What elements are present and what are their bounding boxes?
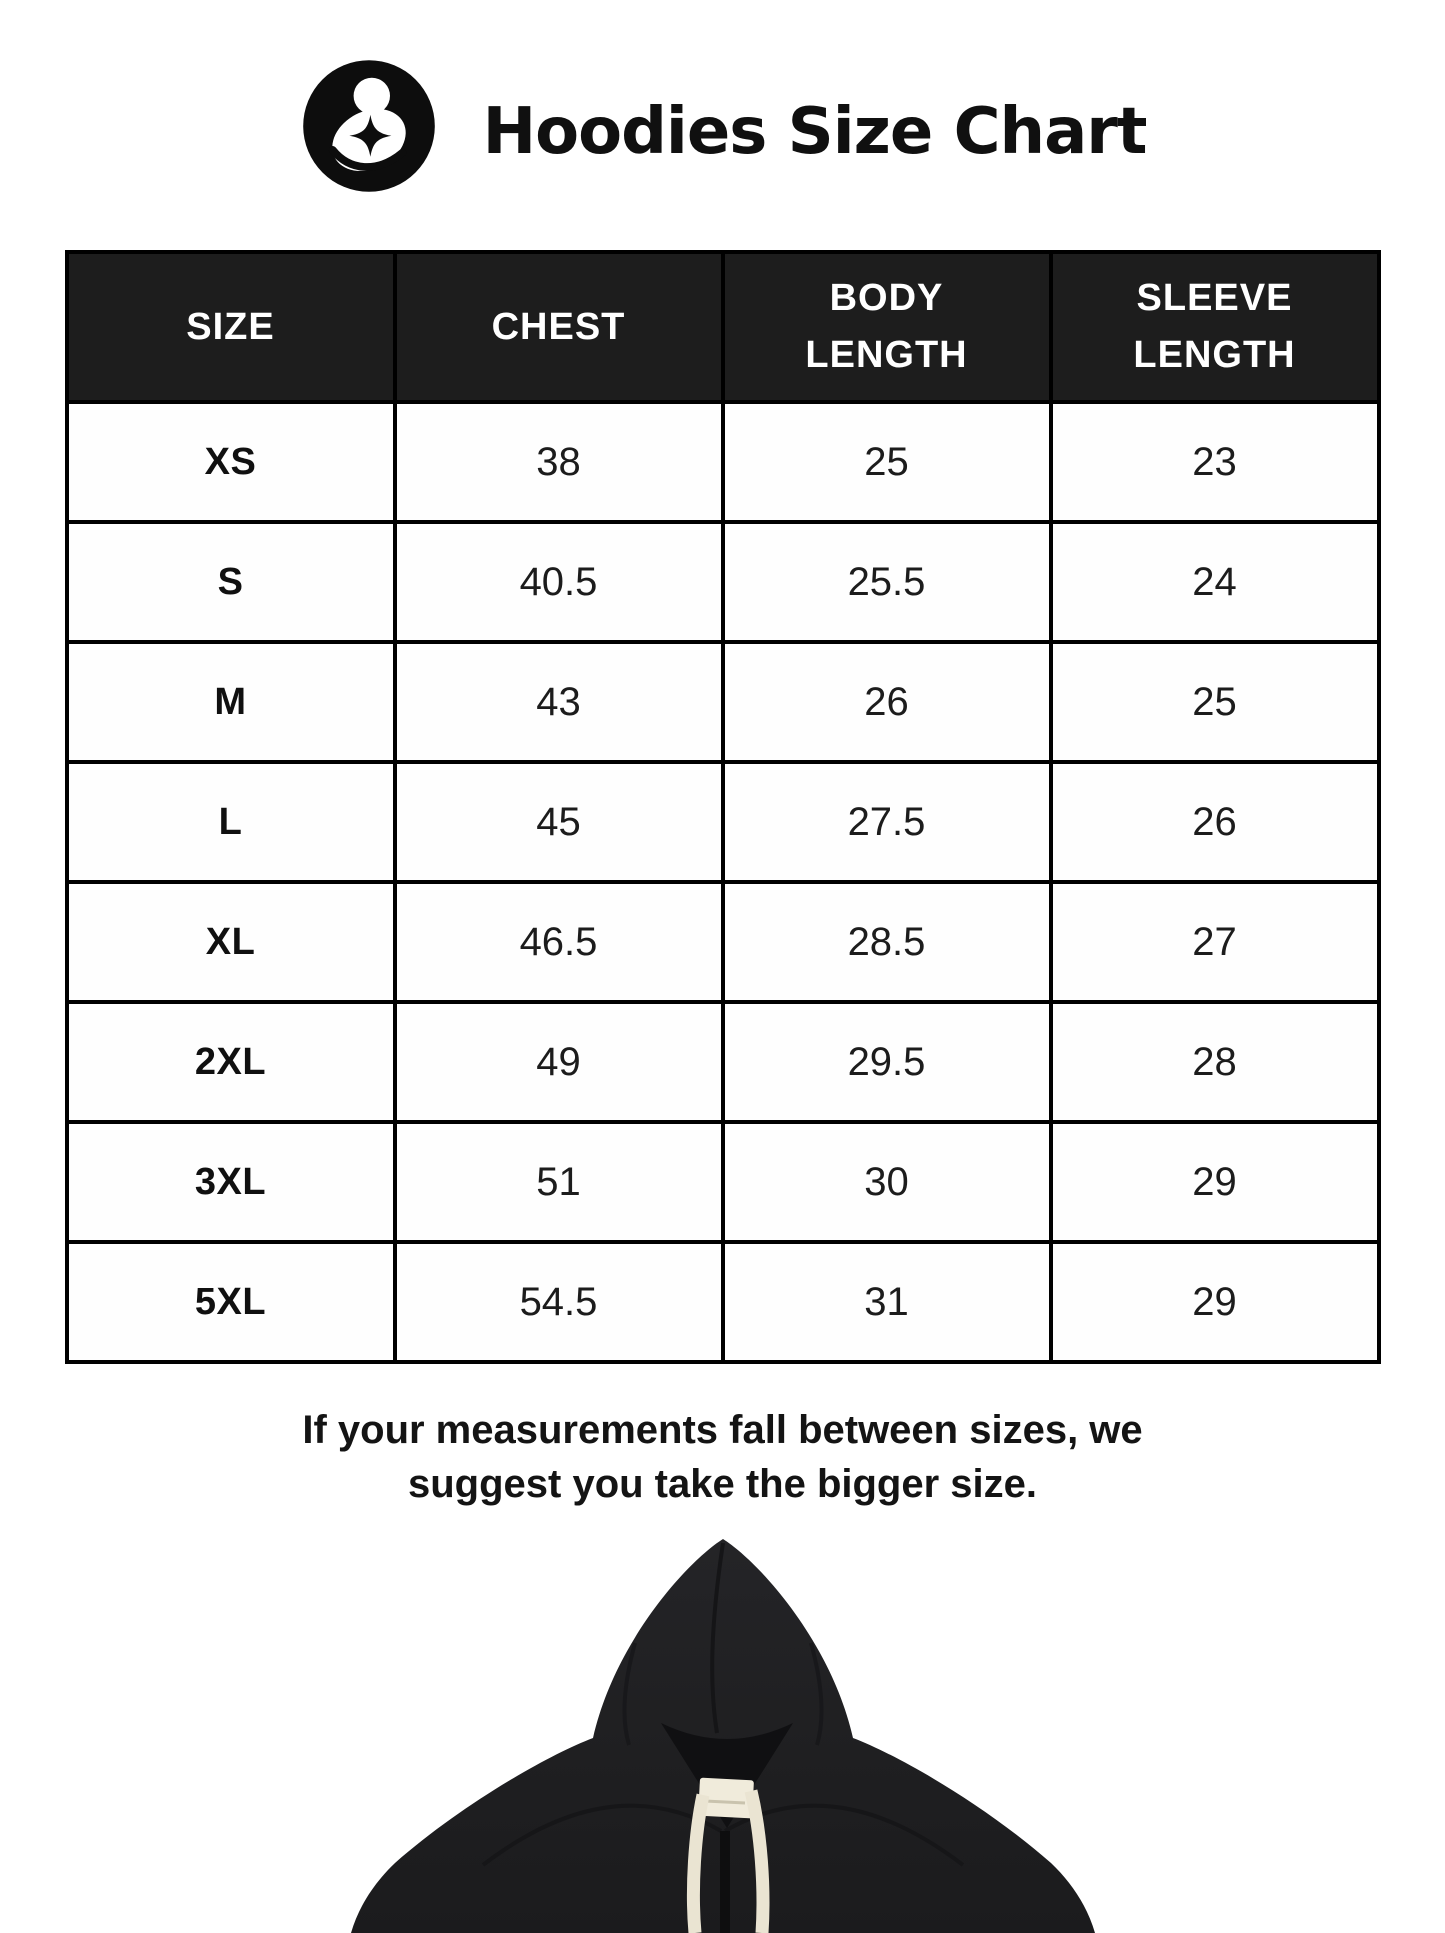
- sleeve-length-value: 29: [1048, 1240, 1381, 1364]
- body-length-value: 28.5: [720, 880, 1053, 1004]
- table-row-xs: XS 38 25 23: [64, 400, 1381, 524]
- table-row-5xl: 5XL 54.5 31 29: [64, 1240, 1381, 1364]
- sleeve-length-value: 27: [1048, 880, 1381, 1004]
- table-row-s: S 40.5 25.5 24: [64, 520, 1381, 644]
- sizing-note: If your measurements fall between sizes,…: [302, 1408, 1143, 1506]
- size-label: 5XL: [64, 1240, 397, 1364]
- chest-value: 51: [392, 1120, 725, 1244]
- sleeve-length-value: 24: [1048, 520, 1381, 644]
- table-row-3xl: 3XL 51 30 29: [64, 1120, 1381, 1244]
- size-label: XS: [64, 400, 397, 524]
- header: Hoodies Size Chart: [0, 0, 1445, 196]
- chest-value: 45: [392, 760, 725, 884]
- table-body: XS 38 25 23 S 40.5 25.5 24 M 43 26 25 L …: [64, 400, 1381, 1364]
- column-header-sleeve-length: SLEEVE LENGTH: [1048, 250, 1381, 404]
- sleeve-length-value: 29: [1048, 1120, 1381, 1244]
- column-header-size: SIZE: [64, 250, 397, 404]
- body-length-value: 30: [720, 1120, 1053, 1244]
- chest-value: 54.5: [392, 1240, 725, 1364]
- chest-value: 46.5: [392, 880, 725, 1004]
- body-length-value: 27.5: [720, 760, 1053, 884]
- black-hoodie-illustration: [350, 1539, 1095, 1933]
- body-length-value: 26: [720, 640, 1053, 764]
- hoodie-product-image: [0, 1533, 1445, 1933]
- chest-value: 40.5: [392, 520, 725, 644]
- size-chart-table: SIZE CHEST BODY LENGTH SLEEVE LENGTH XS …: [64, 250, 1381, 1364]
- size-label: XL: [64, 880, 397, 1004]
- sleeve-length-value: 25: [1048, 640, 1381, 764]
- sleeve-length-value: 28: [1048, 1000, 1381, 1124]
- column-header-chest: CHEST: [392, 250, 725, 404]
- table-row-2xl: 2XL 49 29.5 28: [64, 1000, 1381, 1124]
- page-title: Hoodies Size Chart: [482, 95, 1148, 169]
- size-label: 2XL: [64, 1000, 397, 1124]
- table-row-m: M 43 26 25: [64, 640, 1381, 764]
- brand-logo-icon: [299, 56, 439, 196]
- body-length-value: 25.5: [720, 520, 1053, 644]
- body-length-value: 31: [720, 1240, 1053, 1364]
- size-label: S: [64, 520, 397, 644]
- chest-value: 38: [392, 400, 725, 524]
- column-header-body-length: BODY LENGTH: [720, 250, 1053, 404]
- sleeve-length-value: 26: [1048, 760, 1381, 884]
- table-row-xl: XL 46.5 28.5 27: [64, 880, 1381, 1004]
- chest-value: 49: [392, 1000, 725, 1124]
- body-length-value: 29.5: [720, 1000, 1053, 1124]
- table-header-row: SIZE CHEST BODY LENGTH SLEEVE LENGTH: [64, 250, 1381, 404]
- body-length-value: 25: [720, 400, 1053, 524]
- sleeve-length-value: 23: [1048, 400, 1381, 524]
- size-label: L: [64, 760, 397, 884]
- table-row-l: L 45 27.5 26: [64, 760, 1381, 884]
- size-label: 3XL: [64, 1120, 397, 1244]
- chest-value: 43: [392, 640, 725, 764]
- size-label: M: [64, 640, 397, 764]
- table-header: SIZE CHEST BODY LENGTH SLEEVE LENGTH: [64, 250, 1381, 404]
